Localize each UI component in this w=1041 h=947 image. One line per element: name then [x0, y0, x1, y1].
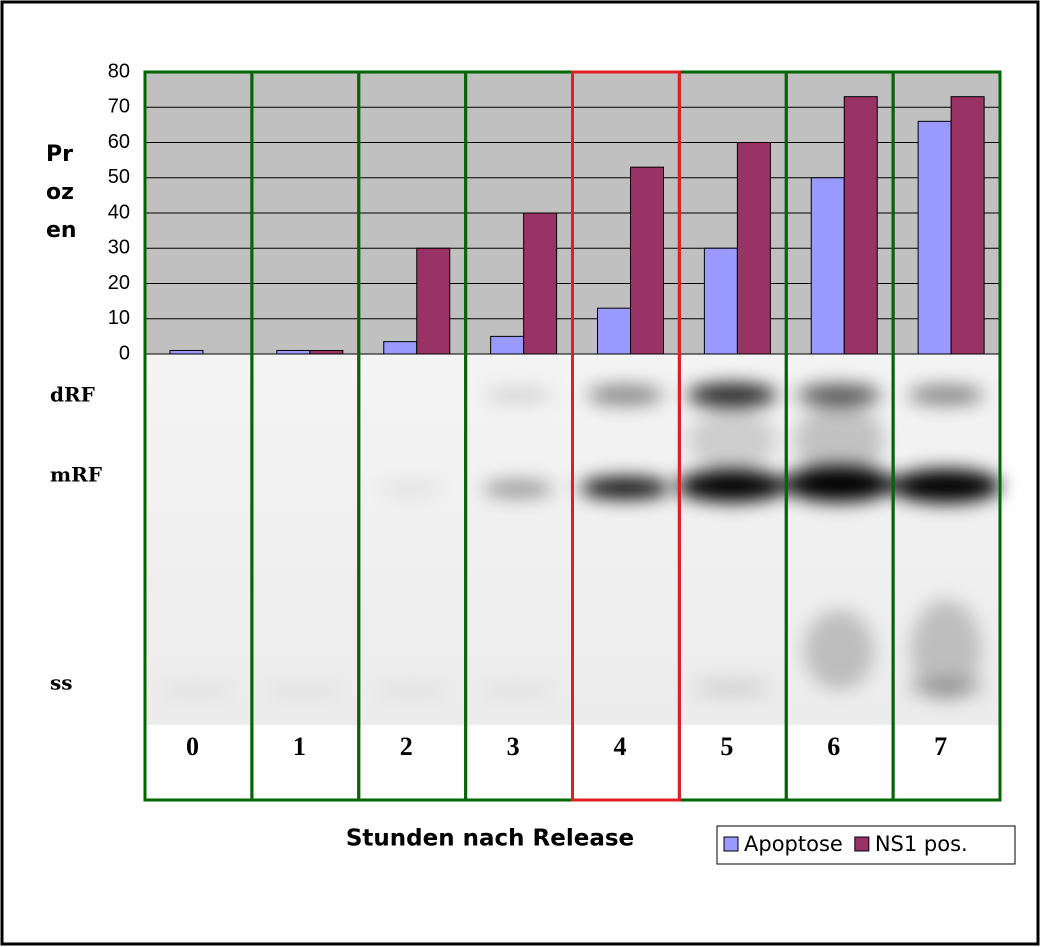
- y-tick-label: 60: [108, 131, 130, 153]
- gel-label: ss: [50, 671, 73, 695]
- legend-label: Apoptose: [744, 832, 843, 856]
- bar: [383, 341, 418, 355]
- x-tick-label: 7: [934, 732, 947, 761]
- y-axis-title: Prozent: [46, 142, 77, 258]
- y-tick-label: 10: [108, 307, 130, 329]
- bar: [169, 349, 204, 355]
- x-tick-label: 3: [507, 732, 520, 761]
- legend-swatch: [723, 836, 739, 852]
- bar: [810, 177, 845, 355]
- bar: [950, 96, 985, 355]
- y-tick-label: 40: [108, 201, 130, 223]
- bar: [276, 349, 311, 355]
- legend-swatch: [854, 836, 870, 852]
- y-tick-label: 80: [108, 60, 130, 82]
- bar: [523, 212, 558, 355]
- bar: [703, 247, 738, 355]
- legend-label: NS1 pos.: [875, 832, 968, 856]
- y-tick-label: 20: [108, 272, 130, 294]
- y-tick-label: 70: [108, 96, 130, 118]
- x-tick-label: 4: [613, 732, 626, 761]
- x-tick-label: 1: [293, 732, 306, 761]
- lane-frame: [891, 70, 1002, 802]
- y-tick-label: 30: [108, 237, 130, 259]
- gel-label: dRF: [50, 383, 95, 407]
- bar: [917, 120, 952, 355]
- x-tick-label: 0: [186, 732, 199, 761]
- legend: Apoptose NS1 pos.: [716, 825, 1016, 865]
- x-tick-label: 2: [400, 732, 413, 761]
- bar: [416, 247, 451, 355]
- x-axis-title: Stunden nach Release: [346, 826, 634, 852]
- x-tick-label: 6: [827, 732, 840, 761]
- y-tick-label: 50: [108, 166, 130, 188]
- bar: [597, 307, 631, 355]
- bar: [309, 349, 344, 355]
- bar: [736, 142, 771, 355]
- lane-frame: [571, 70, 681, 802]
- x-tick-label: 5: [720, 732, 733, 761]
- bar: [490, 335, 525, 355]
- bar: [843, 96, 878, 355]
- y-tick-label: 0: [119, 342, 130, 364]
- gel-label: mRF: [50, 463, 102, 487]
- bar: [630, 166, 664, 355]
